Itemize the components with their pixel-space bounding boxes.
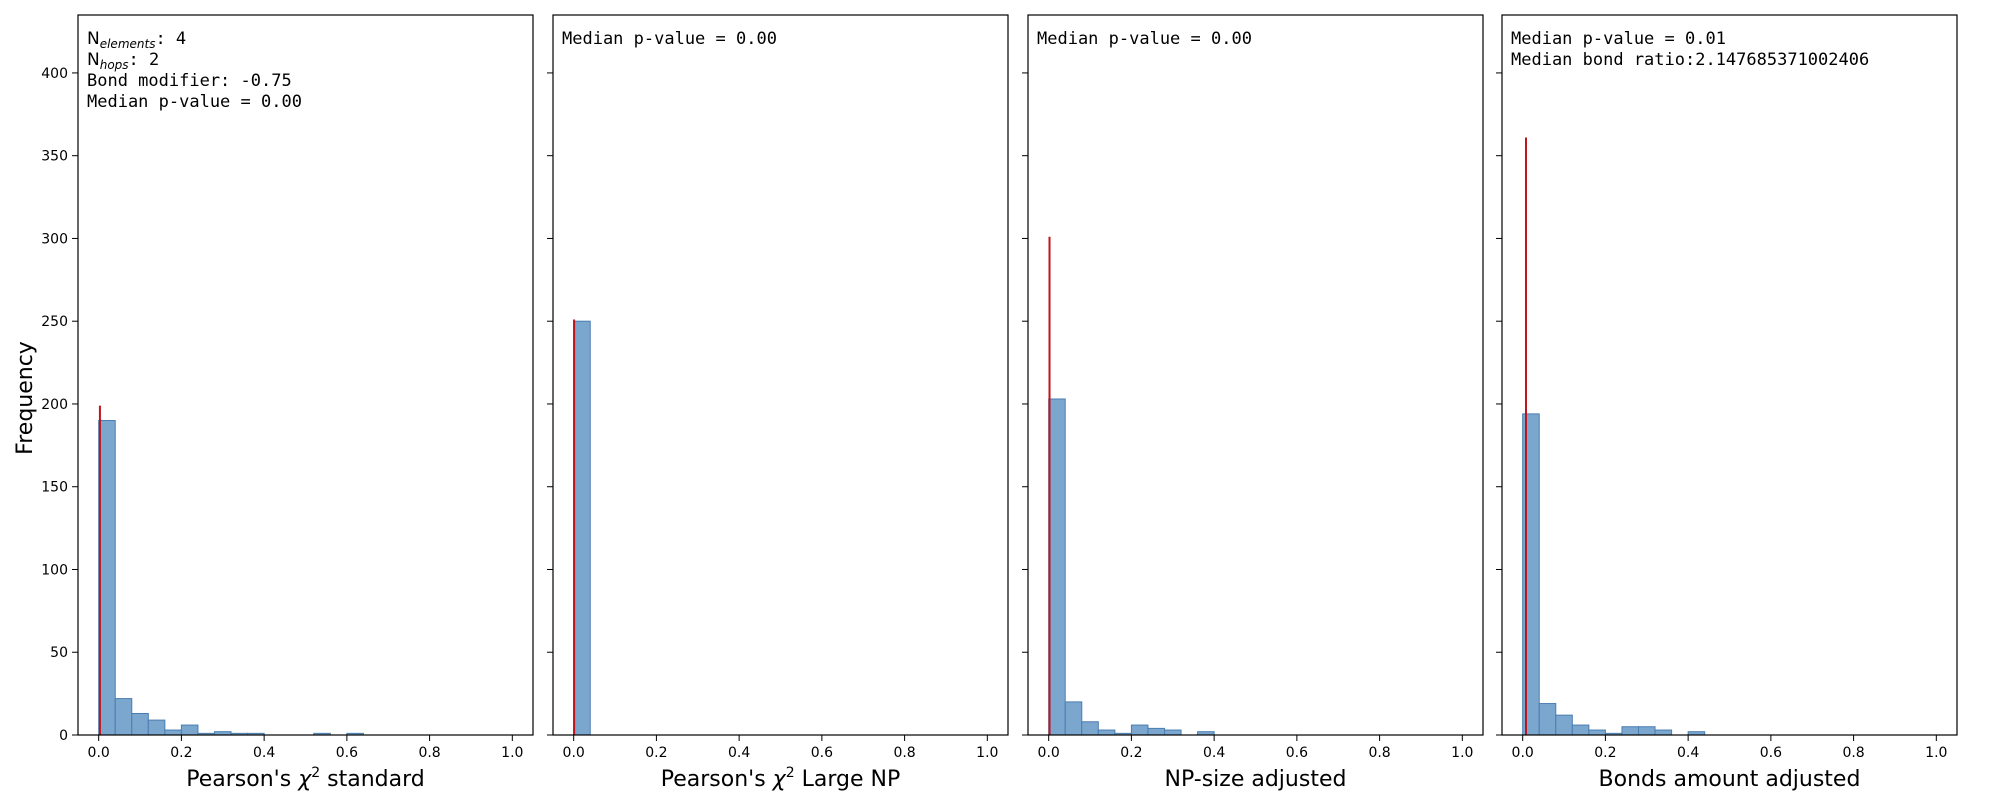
plot-frame — [77, 14, 534, 736]
x-axis-label: Pearson's χ2 standard — [186, 765, 424, 792]
y-tick-label: 350 — [41, 149, 68, 165]
histogram-bar — [1621, 726, 1640, 736]
x-tick-label: 1.0 — [501, 745, 523, 761]
median-p-value-annotation: Median p-value = 0.00 — [562, 29, 777, 49]
x-tick-label: 0.6 — [1286, 745, 1308, 761]
median-bond-ratio-annotation: Median bond ratio:2.147685371002406 — [1511, 50, 1869, 70]
y-tick-label: 0 — [59, 728, 68, 744]
bond-modifier-annotation: Bond modifier: -0.75 — [87, 71, 292, 91]
y-tick-label: 100 — [41, 562, 68, 578]
histogram-panel-pearson-standard: 0.0 0.2 0.4 0.6 0.8 1.0 0 50 100 150 200 250 300 350 4… — [41, 14, 534, 792]
y-tick-label: 50 — [50, 645, 68, 661]
x-tick-label: 0.2 — [1120, 745, 1142, 761]
histogram-bar — [98, 420, 116, 736]
x-tick-label: 0.0 — [1512, 745, 1534, 761]
histogram-bar — [1097, 729, 1116, 736]
n-elements-annotation: Nelements: 4 — [87, 29, 186, 51]
histogram-bar — [1638, 726, 1656, 736]
histogram-bar — [1081, 721, 1099, 736]
histogram-bar — [573, 320, 591, 736]
median-p-value-annotation: Median p-value = 0.01 — [1511, 29, 1726, 49]
y-tick-label: 400 — [41, 66, 68, 82]
y-tick-label: 200 — [41, 397, 68, 413]
plot-frame — [1501, 14, 1958, 736]
x-tick-label: 0.2 — [170, 745, 192, 761]
histogram-bar — [1048, 398, 1066, 736]
histogram-bar — [1164, 729, 1182, 736]
histogram-bar — [1064, 701, 1083, 736]
y-tick-label: 250 — [41, 314, 68, 330]
histogram-bar — [131, 712, 149, 736]
median-p-value-annotation: Median p-value = 0.00 — [87, 92, 302, 112]
x-tick-label: 0.4 — [728, 745, 750, 761]
histogram-bar — [1147, 727, 1166, 736]
histogram-panel-np-size-adjusted: 0.0 0.2 0.4 0.6 0.8 1.0 NP-size adjusted Median… — [1022, 14, 1484, 792]
x-tick-label: 0.4 — [1203, 745, 1225, 761]
x-tick-label: 0.8 — [1368, 745, 1390, 761]
x-tick-label: 0.8 — [1842, 745, 1864, 761]
y-axis-label: Frequency — [13, 341, 38, 455]
y-tick-label: 150 — [41, 480, 68, 496]
plot-frame — [552, 14, 1009, 736]
histogram-bar — [1571, 724, 1590, 736]
x-tick-label: 0.4 — [1677, 745, 1699, 761]
x-tick-label: 0.4 — [253, 745, 275, 761]
histogram-bar — [1555, 714, 1573, 736]
histogram-bar — [147, 719, 166, 736]
histogram-bar — [164, 729, 182, 736]
histogram-bar — [180, 724, 199, 736]
histogram-bar — [114, 698, 133, 736]
histogram-panel-pearson-large-np: 0.0 0.2 0.4 0.6 0.8 1.0 Pearson's χ2 Large NP M… — [547, 14, 1009, 792]
x-tick-label: 0.2 — [645, 745, 667, 761]
x-tick-label: 0.6 — [336, 745, 358, 761]
x-tick-label: 0.8 — [418, 745, 440, 761]
histogram-bar — [1654, 729, 1673, 736]
n-hops-annotation: Nhops: 2 — [87, 50, 159, 72]
x-tick-label: 1.0 — [1925, 745, 1947, 761]
x-tick-label: 0.6 — [811, 745, 833, 761]
x-axis-label: Bonds amount adjusted — [1599, 767, 1861, 792]
histogram-bar — [1130, 724, 1149, 736]
x-tick-label: 0.0 — [88, 745, 110, 761]
x-tick-label: 0.0 — [563, 745, 585, 761]
histogram-bar — [1538, 703, 1557, 736]
plot-frame — [1027, 14, 1484, 736]
histogram-bar — [1588, 729, 1606, 736]
y-tick-label: 300 — [41, 231, 68, 247]
x-axis-label: Pearson's χ2 Large NP — [661, 765, 900, 792]
x-tick-label: 0.6 — [1760, 745, 1782, 761]
median-p-value-annotation: Median p-value = 0.00 — [1037, 29, 1252, 49]
x-tick-label: 0.0 — [1038, 745, 1060, 761]
x-tick-label: 0.2 — [1594, 745, 1616, 761]
x-tick-label: 1.0 — [976, 745, 998, 761]
histogram-panel-bonds-amount-adjusted: 0.0 0.2 0.4 0.6 0.8 1.0 Bonds amount adjusted M… — [1496, 14, 1958, 792]
x-axis-label: NP-size adjusted — [1165, 767, 1347, 792]
x-tick-label: 0.8 — [893, 745, 915, 761]
x-tick-label: 1.0 — [1451, 745, 1473, 761]
